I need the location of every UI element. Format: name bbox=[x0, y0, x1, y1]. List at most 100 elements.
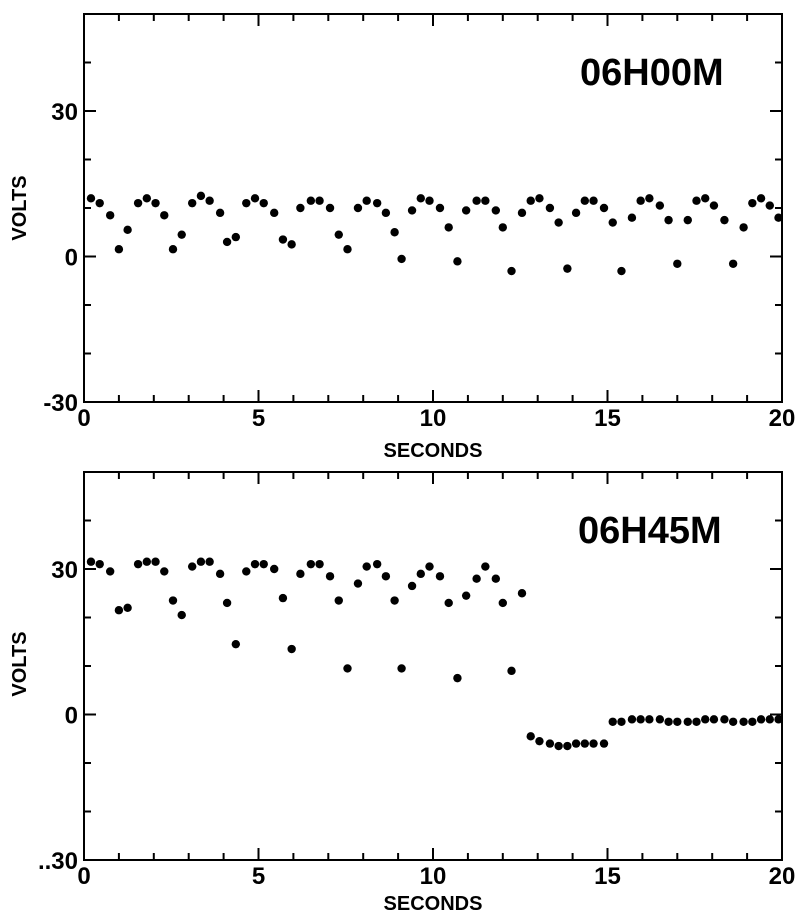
data-point bbox=[617, 717, 626, 726]
data-point bbox=[362, 196, 371, 205]
data-point bbox=[168, 245, 178, 254]
data-point bbox=[756, 194, 766, 203]
data-point bbox=[306, 559, 316, 569]
data-point bbox=[222, 598, 232, 608]
data-point bbox=[453, 257, 462, 266]
panel-title: 06H45M bbox=[578, 510, 722, 552]
data-point bbox=[461, 206, 471, 215]
data-point bbox=[95, 198, 104, 208]
data-point bbox=[498, 223, 507, 232]
data-point bbox=[270, 564, 279, 574]
data-point bbox=[287, 240, 296, 249]
data-point bbox=[664, 717, 673, 726]
data-point bbox=[645, 194, 654, 203]
data-point bbox=[636, 715, 645, 724]
data-point bbox=[673, 717, 682, 726]
data-point bbox=[296, 203, 305, 213]
data-point bbox=[259, 559, 268, 569]
data-point bbox=[461, 591, 471, 600]
data-point bbox=[545, 203, 555, 213]
data-point bbox=[270, 208, 279, 218]
data-point bbox=[177, 610, 186, 620]
data-point bbox=[517, 208, 527, 218]
data-point bbox=[636, 196, 645, 205]
data-point bbox=[287, 644, 296, 654]
data-point bbox=[526, 196, 535, 205]
data-point bbox=[334, 230, 343, 239]
data-point bbox=[187, 562, 197, 571]
data-point bbox=[599, 739, 609, 748]
data-point bbox=[315, 559, 324, 569]
data-point bbox=[407, 581, 417, 591]
data-point bbox=[507, 666, 516, 676]
data-point bbox=[655, 201, 665, 210]
data-point bbox=[381, 208, 391, 218]
data-point bbox=[353, 579, 363, 588]
data-point bbox=[617, 266, 626, 276]
data-point bbox=[739, 717, 748, 726]
data-point bbox=[571, 739, 581, 748]
data-point bbox=[381, 572, 391, 581]
data-point bbox=[86, 194, 96, 203]
data-point bbox=[756, 715, 766, 724]
data-point bbox=[627, 715, 637, 724]
data-point bbox=[444, 598, 453, 608]
data-point bbox=[748, 717, 757, 726]
data-point bbox=[692, 717, 701, 726]
data-point bbox=[259, 198, 268, 208]
data-point bbox=[774, 715, 783, 724]
data-point bbox=[343, 664, 352, 673]
data-point bbox=[608, 717, 617, 726]
data-point bbox=[105, 567, 115, 576]
data-point bbox=[123, 225, 132, 235]
data-point bbox=[278, 593, 288, 603]
data-point bbox=[554, 741, 563, 751]
data-point bbox=[105, 211, 115, 220]
data-point bbox=[701, 715, 710, 724]
x-tick-label: 15 bbox=[594, 405, 621, 432]
data-point bbox=[222, 237, 232, 247]
data-point bbox=[435, 572, 445, 581]
data-point bbox=[416, 194, 425, 203]
data-point bbox=[720, 215, 729, 225]
data-point bbox=[133, 198, 143, 208]
data-point bbox=[343, 245, 352, 254]
data-point bbox=[362, 562, 371, 571]
y-ticks: ..30 0 30 bbox=[38, 471, 782, 875]
data-point bbox=[416, 569, 425, 579]
data-point bbox=[580, 196, 590, 205]
data-point bbox=[390, 596, 399, 605]
data-point bbox=[589, 739, 598, 748]
data-point bbox=[765, 715, 774, 724]
data-point bbox=[353, 203, 363, 213]
data-point bbox=[472, 196, 481, 205]
y-tick-label: -30 bbox=[43, 390, 78, 417]
data-point bbox=[645, 715, 654, 724]
data-point bbox=[160, 567, 169, 576]
panel-title: 06H00M bbox=[580, 52, 724, 94]
x-tick-label: 10 bbox=[420, 405, 447, 432]
data-points bbox=[86, 557, 783, 751]
data-point bbox=[205, 557, 214, 566]
data-point bbox=[563, 264, 572, 273]
y-axis-title: VOLTS bbox=[9, 631, 31, 696]
data-point bbox=[187, 198, 197, 208]
data-point bbox=[142, 194, 152, 203]
data-point bbox=[151, 198, 160, 208]
data-point bbox=[231, 232, 241, 242]
data-point bbox=[114, 606, 124, 615]
data-point bbox=[664, 215, 673, 225]
y-tick-label: 30 bbox=[51, 557, 78, 584]
y-tick-label: ..30 bbox=[38, 848, 78, 875]
data-point bbox=[397, 664, 406, 673]
data-point bbox=[196, 191, 206, 201]
data-point bbox=[215, 208, 225, 218]
data-point bbox=[683, 717, 692, 726]
data-point bbox=[372, 198, 382, 208]
y-tick-label: 30 bbox=[51, 99, 78, 126]
data-point bbox=[673, 259, 682, 268]
data-point bbox=[177, 230, 186, 239]
data-point bbox=[278, 235, 288, 244]
